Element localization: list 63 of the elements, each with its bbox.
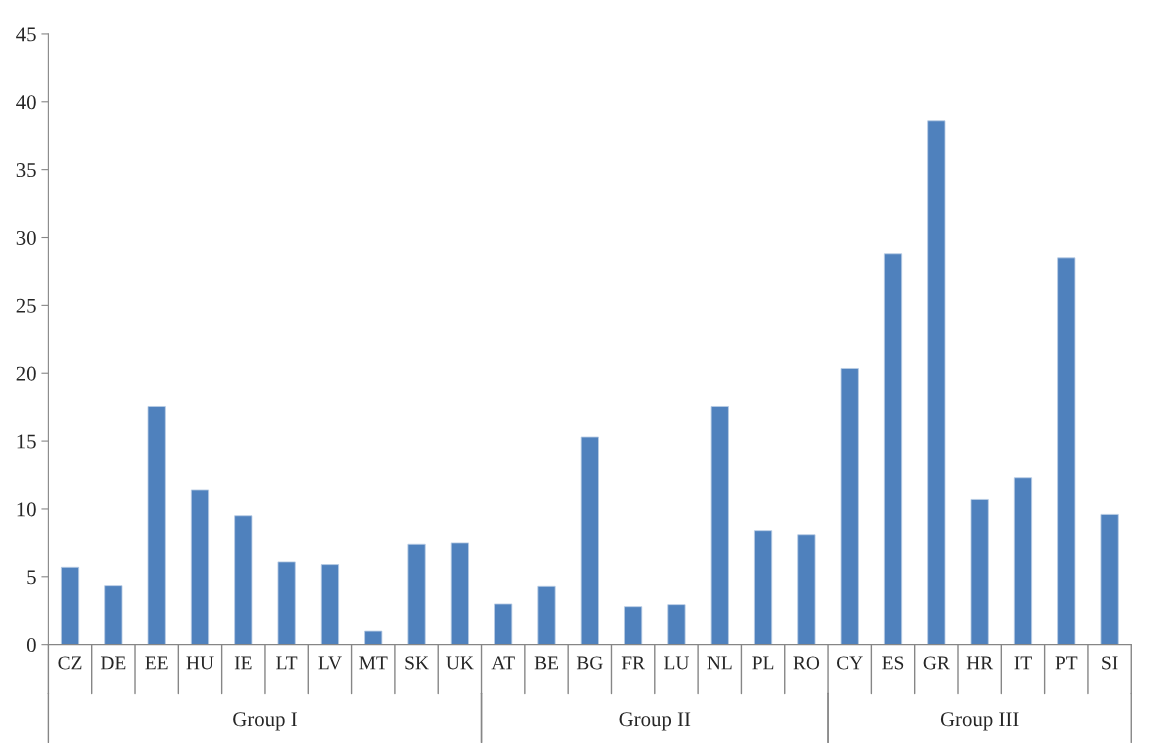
bar: [277, 561, 296, 645]
x-tick-label: PL: [752, 656, 774, 670]
x-tick-label: DE: [100, 656, 126, 670]
y-tick-label: 15: [17, 434, 36, 449]
bar: [60, 566, 80, 645]
x-tick-label: HU: [186, 656, 214, 670]
y-tick-label: 5: [27, 570, 36, 585]
x-tick-label: MT: [359, 656, 388, 670]
x-tick-label: NL: [707, 656, 732, 670]
x-tick-label: UK: [446, 656, 474, 670]
bar: [1013, 477, 1033, 645]
bar: [450, 542, 469, 645]
y-tick-label: 10: [17, 502, 36, 517]
bar: [840, 368, 859, 645]
bar: [494, 603, 513, 645]
bar: [147, 406, 166, 645]
x-tick-label: HR: [966, 656, 994, 670]
x-tick-label: GR: [923, 656, 950, 670]
x-tick-label: CZ: [58, 656, 82, 670]
x-tick-label: AT: [491, 656, 515, 670]
bar: [537, 585, 556, 645]
y-tick-label: 25: [16, 298, 36, 313]
bar: [667, 604, 686, 645]
bar: [710, 406, 729, 645]
bar: [580, 436, 599, 645]
bar: [797, 534, 816, 645]
bar: [407, 543, 426, 645]
x-tick-label: SI: [1102, 656, 1118, 670]
bar: [883, 253, 903, 645]
x-tick-label: RO: [793, 656, 820, 670]
y-tick-label: 35: [16, 163, 36, 178]
x-tick-label: CY: [837, 656, 863, 670]
bar: [754, 530, 773, 645]
y-tick-label: 20: [16, 366, 36, 381]
x-tick-label: LT: [276, 656, 298, 670]
bar: [234, 515, 253, 645]
x-tick-label: LU: [664, 656, 690, 670]
bar: [104, 585, 123, 645]
text: Group I: [233, 712, 297, 731]
bar: [320, 564, 340, 645]
x-tick-label: FR: [621, 656, 645, 670]
x-tick-label: BE: [534, 656, 558, 670]
x-tick-label: IE: [234, 656, 252, 670]
bar: [364, 630, 383, 645]
y-tick-label: 40: [16, 95, 36, 110]
bar: [927, 120, 946, 645]
bar: [624, 606, 643, 645]
x-tick-label: PT: [1055, 656, 1078, 670]
x-tick-label: SK: [405, 656, 429, 670]
x-tick-label: LV: [318, 656, 342, 670]
bar: [190, 489, 210, 645]
text: Group III: [940, 712, 1019, 731]
text: Group II: [619, 712, 691, 731]
bar: [970, 499, 989, 645]
bar: [1100, 513, 1119, 645]
y-tick-label: 45: [16, 27, 36, 42]
y-tick-label: 30: [16, 230, 36, 245]
x-tick-label: ES: [882, 656, 904, 670]
x-tick-label: EE: [145, 656, 168, 670]
y-tick-label: 0: [26, 638, 36, 653]
x-tick-label: IT: [1014, 656, 1032, 670]
x-tick-label: BG: [576, 656, 603, 670]
bar: [1057, 257, 1076, 645]
